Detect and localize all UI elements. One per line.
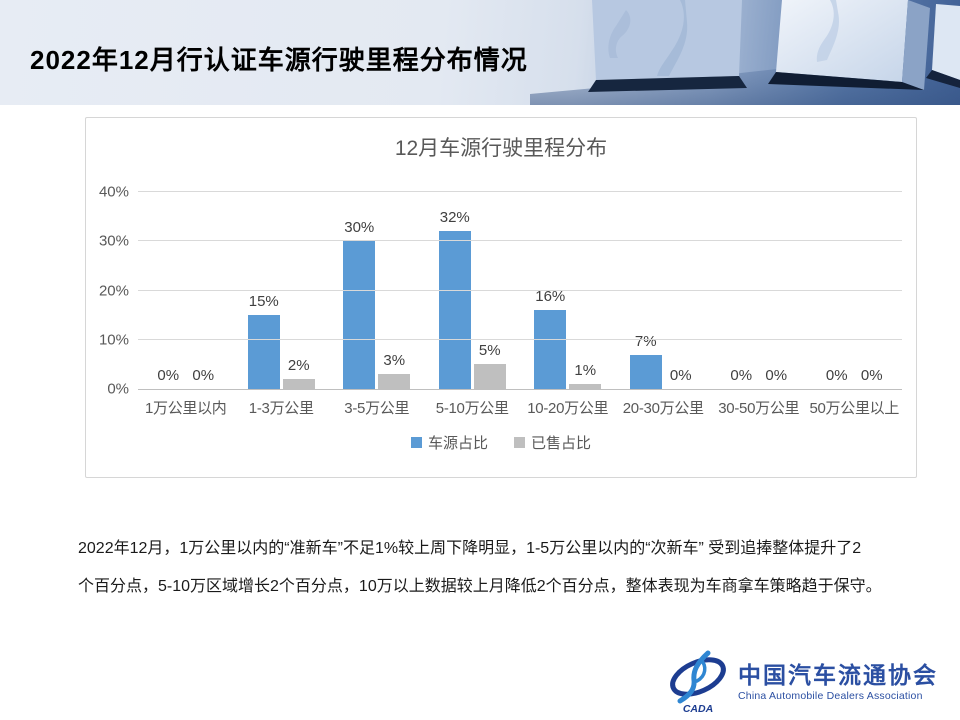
bar-value-label: 0%: [825, 367, 848, 384]
bar-column-sold-share: 0%: [856, 192, 888, 389]
bar-value-label: 0%: [157, 367, 180, 384]
bar-value-label: 32%: [439, 209, 470, 227]
bar-column-source-share: 16%: [534, 192, 567, 389]
cubes-graphic: [530, 0, 960, 105]
summary-line-2: 个百分点，5-10万区域增长2个百分点，10万以上数据较上月降低2个百分点，整体…: [78, 578, 882, 595]
bar-sold-share: [569, 384, 602, 389]
bar-group: 7% 0%: [616, 192, 712, 389]
bar-column-source-share: 30%: [343, 192, 376, 389]
x-tick-label: 1-3万公里: [248, 400, 314, 417]
bar-column-sold-share: 2%: [282, 192, 315, 389]
x-tick-label: 10-20万公里: [527, 400, 609, 417]
legend-swatch: [514, 437, 525, 448]
bar-value-label: 16%: [535, 288, 566, 306]
bar-group: 0% 0%: [807, 192, 903, 389]
chart-card: 12月车源行驶里程分布 0% 0% 15% 2% 30% 3% 32% 5% 16% 1% 7% 0%…: [85, 117, 917, 478]
page-title: 2022年12月行认证车源行驶里程分布情况: [30, 45, 528, 75]
org-text: 中国汽车流通协会 China Automobile Dealers Associ…: [738, 662, 938, 702]
x-axis: 1万公里以内 1-3万公里 3-5万公里 5-10万公里 10-20万公里 20-30万公…: [138, 397, 902, 418]
org-name-en: China Automobile Dealers Association: [738, 690, 923, 702]
bar-group: 0% 0%: [711, 192, 807, 389]
bar-column-source-share: 15%: [247, 192, 280, 389]
chart-legend: 车源占比 已售占比: [86, 432, 916, 453]
bar-value-label: 5%: [478, 342, 501, 360]
bar-sold-share: [282, 379, 315, 389]
bar-column-source-share: 32%: [438, 192, 471, 389]
y-tick-label: 40%: [98, 183, 129, 201]
x-tick-label: 30-50万公里: [718, 400, 800, 417]
bar-source-share: [534, 310, 567, 389]
summary-text: 2022年12月，1万公里以内的“准新车”不足1%较上周下降明显，1-5万公里以…: [78, 530, 920, 606]
y-tick-label: 10%: [98, 331, 129, 349]
y-tick-label: 0%: [107, 380, 129, 398]
bar-value-label: 0%: [192, 367, 215, 384]
x-tick-label: 3-5万公里: [344, 400, 410, 417]
x-tick-label: 1万公里以内: [144, 400, 227, 417]
bar-value-label: 0%: [730, 367, 753, 384]
bar-group: 0% 0%: [138, 192, 234, 389]
gridline: [138, 338, 902, 340]
bar-column-sold-share: 1%: [569, 192, 602, 389]
bar-sold-share: [473, 364, 506, 389]
bar-column-source-share: 7%: [629, 192, 662, 389]
bar-column-source-share: 0%: [725, 192, 757, 389]
bars-container: 0% 0% 15% 2% 30% 3% 32% 5% 16% 1% 7% 0% 0% 0% 0% 0%: [138, 192, 902, 389]
bar-column-sold-share: 0%: [760, 192, 792, 389]
legend-label: 车源占比: [427, 435, 488, 452]
bar-source-share: [247, 315, 280, 389]
bar-column-sold-share: 0%: [187, 192, 219, 389]
bar-column-sold-share: 5%: [473, 192, 506, 389]
header-banner: 2022年12月行认证车源行驶里程分布情况: [0, 0, 960, 105]
bar-group: 16% 1%: [520, 192, 616, 389]
chart-title: 12月车源行驶里程分布: [394, 137, 608, 160]
bar-value-label: 7%: [634, 332, 657, 350]
org-logo: CADA 中国汽车流通协会 China Automobile Dealers A…: [667, 650, 938, 714]
x-tick-label: 20-30万公里: [622, 400, 704, 417]
y-tick-label: 30%: [98, 232, 129, 250]
bar-group: 32% 5%: [425, 192, 521, 389]
summary-line-1: 2022年12月，1万公里以内的“准新车”不足1%较上周下降明显，1-5万公里以…: [78, 540, 862, 557]
bar-value-label: 15%: [248, 293, 279, 311]
bar-value-label: 3%: [383, 352, 406, 370]
bar-group: 15% 2%: [234, 192, 330, 389]
legend-label: 已售占比: [531, 435, 592, 452]
bar-column-source-share: 0%: [152, 192, 184, 389]
cada-logo-text: CADA: [683, 703, 713, 714]
gridline: [138, 289, 902, 291]
bar-value-label: 2%: [287, 357, 310, 375]
gridline: [138, 191, 902, 192]
bar-column-source-share: 0%: [821, 192, 853, 389]
gridline: [138, 240, 902, 242]
bar-source-share: [343, 241, 376, 389]
bar-value-label: 0%: [669, 367, 692, 384]
bar-column-sold-share: 0%: [665, 192, 697, 389]
cada-logo-icon: CADA: [670, 650, 726, 714]
bar-column-sold-share: 3%: [378, 192, 411, 389]
bar-source-share: [438, 231, 471, 389]
bar-sold-share: [378, 374, 411, 389]
legend-item-sold-share: 已售占比: [514, 432, 591, 453]
legend-swatch: [410, 437, 422, 448]
bar-group: 30% 3%: [329, 192, 425, 389]
org-name-cn: 中国汽车流通协会: [738, 662, 938, 688]
bar-value-label: 30%: [344, 219, 375, 237]
y-tick-label: 20%: [98, 282, 129, 299]
bar-source-share: [629, 354, 662, 389]
bar-value-label: 0%: [765, 367, 788, 384]
x-tick-label: 5-10万公里: [435, 400, 509, 417]
bar-value-label: 1%: [574, 362, 597, 380]
x-tick-label: 50万公里以上: [809, 400, 900, 417]
legend-item-source-share: 车源占比: [410, 432, 488, 453]
bar-value-label: 0%: [860, 367, 883, 384]
chart-plot-area: 0% 0% 15% 2% 30% 3% 32% 5% 16% 1% 7% 0% 0% 0% 0% 0% 0% 1…: [99, 184, 902, 398]
